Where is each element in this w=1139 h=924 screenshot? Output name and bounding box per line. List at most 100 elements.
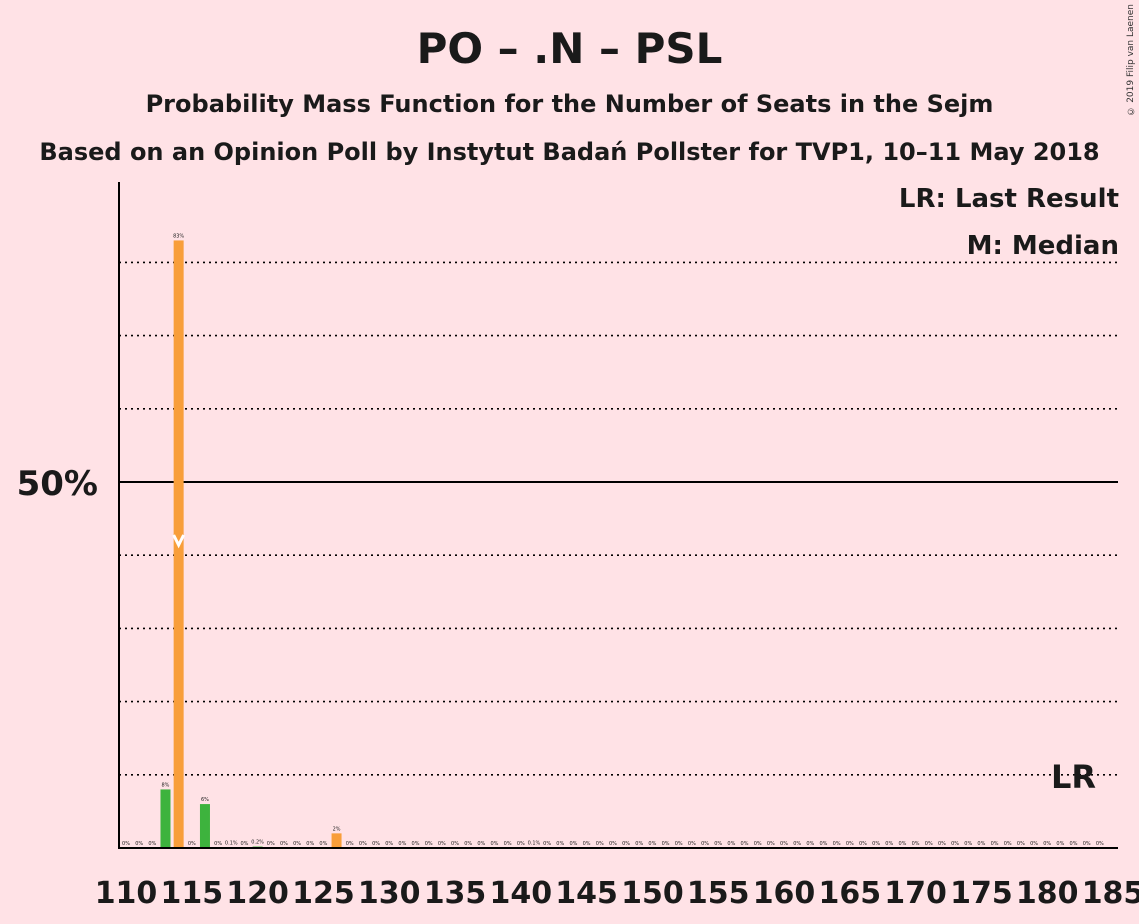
legend-last-result: LR: Last Result <box>898 184 1119 214</box>
bar-label: 0% <box>135 841 143 847</box>
bar-label: 0% <box>1017 841 1025 847</box>
bar-label: 0.2% <box>251 840 264 846</box>
bar-label: 0% <box>425 841 433 847</box>
x-tick-label: 185 <box>1082 876 1139 911</box>
bar-label: 0% <box>754 841 762 847</box>
bar-label: 0% <box>359 841 367 847</box>
chart-source: Based on an Opinion Poll by Instytut Bad… <box>39 138 1100 166</box>
bar-label: 0% <box>846 841 854 847</box>
bar-label: 0% <box>727 841 735 847</box>
bar-label: 0% <box>398 841 406 847</box>
bar-label: 0% <box>280 841 288 847</box>
x-tick-label: 110 <box>95 876 158 911</box>
bar-label: 0% <box>306 841 314 847</box>
x-tick-label: 165 <box>818 876 881 911</box>
legend-median: M: Median <box>966 231 1119 261</box>
bar-label: 0% <box>1004 841 1012 847</box>
bar-label: 0% <box>1083 841 1091 847</box>
bar-label: 0% <box>675 841 683 847</box>
bar-label: 0% <box>648 841 656 847</box>
bar-label: 2% <box>333 826 341 832</box>
bar-label: 0% <box>214 841 222 847</box>
x-tick-label: 175 <box>950 876 1013 911</box>
bar-label: 0% <box>780 841 788 847</box>
bar-label: 0% <box>267 841 275 847</box>
x-tick-label: 125 <box>292 876 355 911</box>
bar-label: 0% <box>741 841 749 847</box>
x-tick-label: 120 <box>226 876 289 911</box>
bar-label: 0% <box>1070 841 1078 847</box>
bar-label: 0% <box>438 841 446 847</box>
bar-label: 0% <box>912 841 920 847</box>
bar-label: 0% <box>833 841 841 847</box>
bar-label: 0% <box>714 841 722 847</box>
bar-label: 0% <box>701 841 709 847</box>
bar-label: 0% <box>319 841 327 847</box>
bar-label: 0% <box>517 841 525 847</box>
bar-label: 0% <box>148 841 156 847</box>
bar-label: 8% <box>162 782 170 788</box>
bar-label: 0% <box>688 841 696 847</box>
x-tick-label: 115 <box>160 876 223 911</box>
bar-label: 0% <box>793 841 801 847</box>
bar-label: 0% <box>991 841 999 847</box>
bar-label: 0.1% <box>528 840 541 846</box>
bar-label: 0% <box>451 841 459 847</box>
chart-title: PO – .N – PSL <box>416 24 723 73</box>
bar-label: 0% <box>477 841 485 847</box>
y-tick-label: 50% <box>17 464 98 504</box>
bar-label: 0% <box>372 841 380 847</box>
x-tick-label: 145 <box>555 876 618 911</box>
bar-label: 0% <box>622 841 630 847</box>
bar-label: 0% <box>938 841 946 847</box>
bar-label: 0% <box>385 841 393 847</box>
bar-label: 0% <box>122 841 130 847</box>
bar-label: 0% <box>1043 841 1051 847</box>
bar-label: 0% <box>885 841 893 847</box>
bar-label: 0% <box>662 841 670 847</box>
bar-label: 0% <box>569 841 577 847</box>
bar-label: 0% <box>464 841 472 847</box>
bar-label: 0% <box>188 841 196 847</box>
bar-label: 0% <box>977 841 985 847</box>
bar-label: 0% <box>504 841 512 847</box>
bar-label: 0.1% <box>225 840 238 846</box>
median-marker <box>172 534 185 549</box>
chart-subtitle: Probability Mass Function for the Number… <box>145 90 994 118</box>
x-tick-label: 160 <box>753 876 816 911</box>
x-tick-label: 170 <box>884 876 947 911</box>
bar-label: 0% <box>240 841 248 847</box>
bar-label: 0% <box>491 841 499 847</box>
bar-label: 0% <box>556 841 564 847</box>
bar-label: 0% <box>609 841 617 847</box>
bar-label: 0% <box>767 841 775 847</box>
bar-label: 0% <box>596 841 604 847</box>
bar-label: 0% <box>872 841 880 847</box>
bar-label: 0% <box>1096 841 1104 847</box>
bar-seat-126 <box>331 833 342 848</box>
x-tick-label: 180 <box>1016 876 1079 911</box>
x-tick-label: 150 <box>621 876 684 911</box>
bar-label: 0% <box>1030 841 1038 847</box>
bar-label: 0% <box>820 841 828 847</box>
bar-label: 0% <box>635 841 643 847</box>
bar-label: 6% <box>201 797 209 803</box>
bar-label: 0% <box>806 841 814 847</box>
bar-seat-116 <box>199 804 210 848</box>
x-tick-label: 155 <box>687 876 750 911</box>
bar-label: 0% <box>543 841 551 847</box>
bar-label: 0% <box>346 841 354 847</box>
last-result-marker: LR <box>1051 758 1096 796</box>
bar-label: 0% <box>412 841 420 847</box>
x-tick-label: 140 <box>489 876 552 911</box>
bar-label: 0% <box>951 841 959 847</box>
bar-label: 0% <box>925 841 933 847</box>
bar-label: 83% <box>173 233 184 239</box>
bar-label: 0% <box>964 841 972 847</box>
bar-label: 0% <box>898 841 906 847</box>
bar-label: 0% <box>583 841 591 847</box>
bar-label: 0% <box>859 841 867 847</box>
bar-label: 0% <box>1056 841 1064 847</box>
x-tick-label: 130 <box>358 876 421 911</box>
